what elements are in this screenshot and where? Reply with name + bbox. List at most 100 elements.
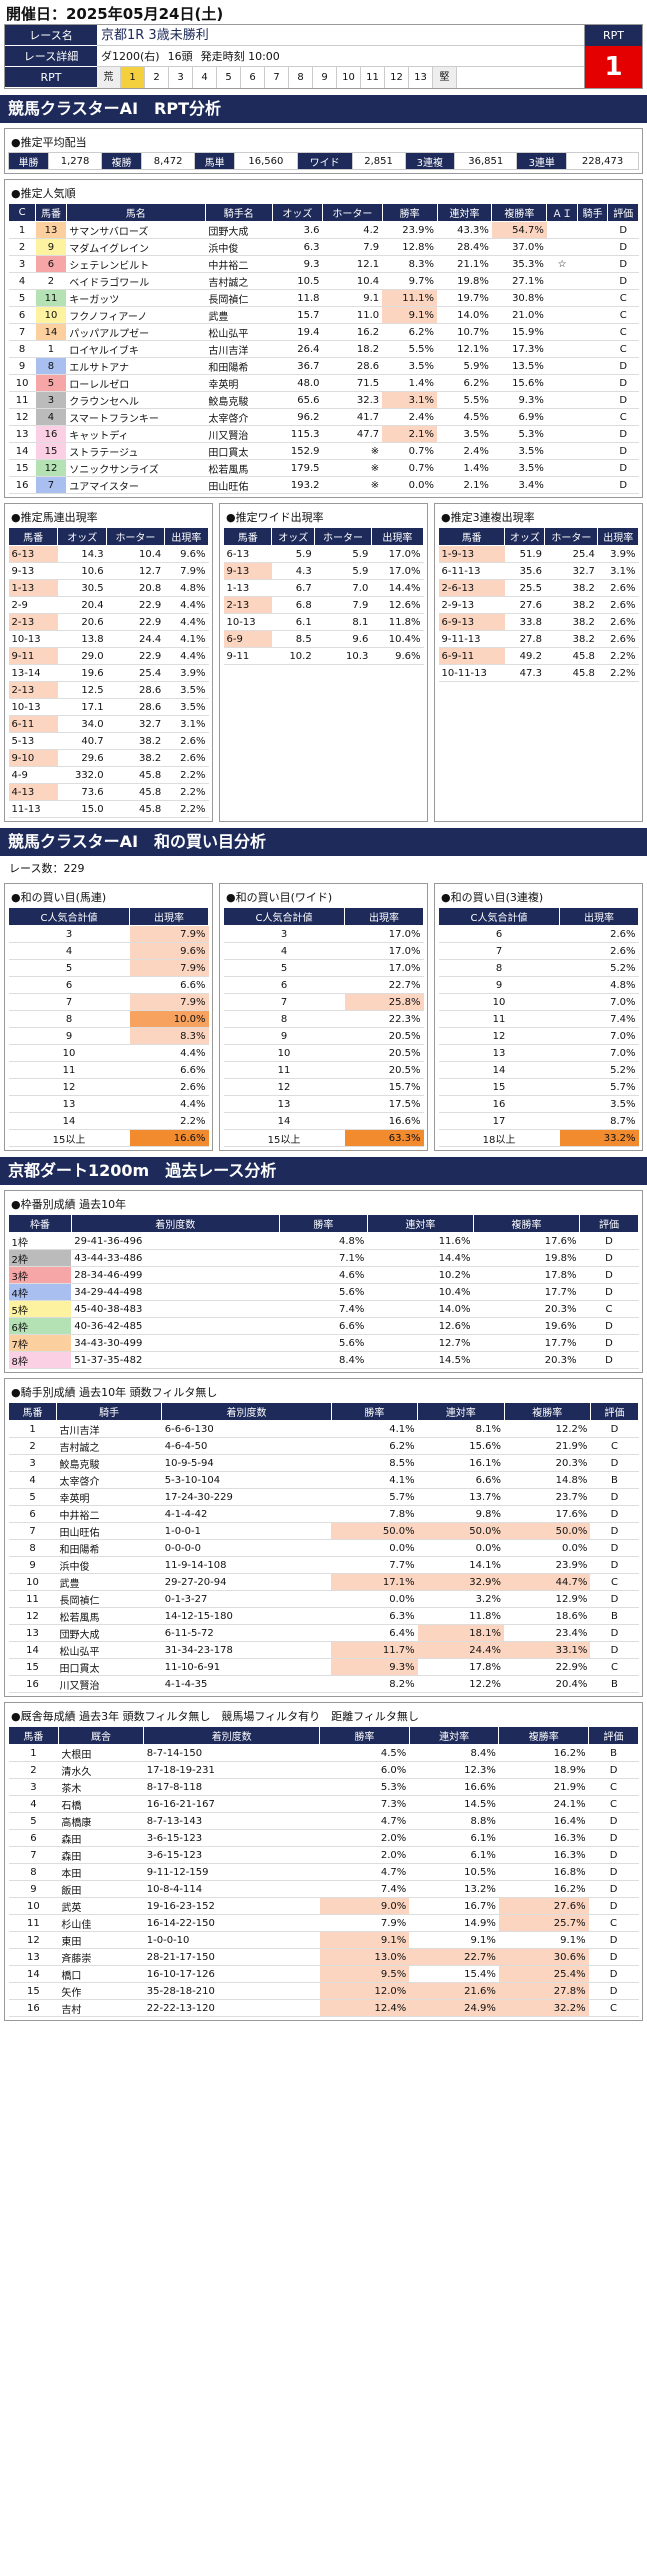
table-row: 9 飯田 10-8-4-114 7.4% 13.2% 16.2% D [8,1880,639,1898]
table-cell: 4.6% [279,1266,368,1284]
table-cell: 7.9% [164,562,209,580]
table-cell: 2.2% [164,800,209,818]
table-cell: D [607,357,639,375]
table-cell: 太宰啓介 [56,1471,162,1489]
rpt-box-label: RPT [585,25,642,46]
table-cell: 7 [8,323,36,341]
appearance-rate: 7.9% [129,993,209,1011]
table-cell: 3.5% [437,425,492,443]
table-cell: D [590,1556,639,1574]
table-cell: 179.5 [272,459,323,477]
table-cell: 14.8% [504,1471,591,1489]
table-cell: 15.7 [272,306,323,324]
column-header: 連対率 [366,1214,474,1233]
table-cell: D [579,1351,639,1369]
table-cell: 17.6% [473,1232,580,1250]
table-cell: 28-21-17-150 [143,1948,320,1966]
table-cell: 37.0% [491,238,547,256]
table-row: 9 8 エルサトアナ 和田陽希 36.7 28.6 3.5% 5.9% 13.5% D [8,357,639,375]
table-cell: 33.8 [504,613,545,631]
table-cell: D [588,1965,639,1983]
table-row: 9-13 4.3 5.9 17.0% [223,562,424,580]
sum-value: 9 [8,1027,130,1045]
column-header: 馬名 [65,203,206,222]
table-cell: 16.4% [498,1812,589,1830]
table-cell: 3.4% [491,476,547,494]
table-cell: 幸英明 [205,374,273,392]
table-cell: 10-11-13 [438,664,505,682]
race-date: 開催日：2025年05月24日(土) [6,5,224,23]
table-cell: 1 [8,221,36,239]
rpt-cell: 2 [145,67,169,88]
table-cell: 14 [8,442,36,460]
table-cell: 6 [8,1505,57,1523]
table-cell: 3.9% [164,664,209,682]
table-cell: パッパアルプゼー [66,323,206,341]
table-cell: 14.3 [57,545,107,563]
table-cell: 96.2 [272,408,323,426]
table-cell: 13 [8,1948,59,1966]
table-row: 2-6-13 25.5 38.2 2.6% [438,579,639,597]
table-cell: 54.7% [491,221,547,239]
table-cell: 1-0-0-10 [143,1931,320,1949]
table-cell: 中井裕二 [56,1505,162,1523]
stable-box: ●厩舎毎成績 過去3年 頭数フィルタ無し 競馬場フィルタ有り 距離フィルタ無し … [4,1702,643,2021]
column-header: 厩舎 [57,1726,145,1745]
table-row: 2-9-13 27.6 38.2 2.6% [438,596,639,614]
appearance-rate: 20.5% [344,1027,424,1045]
table-cell: 28.6 [322,357,383,375]
table-cell: 2.2% [597,664,639,682]
table-cell: 6-13 [8,545,58,563]
avg-payout-row: 単勝 1,278 複勝 8,472 馬単 16,560 ワイド 2,851 3連複 36,851 3… [7,152,639,170]
table-cell: 4-1-4-42 [161,1505,332,1523]
table-cell: D [590,1505,639,1523]
header-row: 馬番 騎手 着別度数 勝率 連対率 複勝率 評価 [7,1402,640,1421]
appearance-rate: 17.0% [344,925,424,943]
table-cell: 7.1% [279,1249,368,1267]
table-cell: 22.9 [106,613,165,631]
table-cell: 6.3% [331,1607,418,1625]
table-cell: C [588,1999,639,2017]
appearance-rate: 22.7% [344,976,424,994]
table-cell: 51-37-35-482 [71,1351,280,1369]
table-row: 6-9-11 49.2 45.8 2.2% [438,647,639,665]
table-cell: 0.0% [331,1590,418,1608]
table-cell [577,323,608,341]
table-cell [546,272,578,290]
sum-value: 8 [438,959,560,977]
table-cell: 7.8% [331,1505,418,1523]
table-cell: 27.8% [498,1982,589,2000]
jockey-box: ●騎手別成績 過去10年 頭数フィルタ無し 馬番 騎手 着別度数 勝率 連対率 複勝率 評価… [4,1378,643,1697]
table-row: 15以上 63.3% [223,1129,424,1147]
column-header: ＡＩ [546,203,578,222]
table-cell: 2.2% [164,766,209,784]
table-cell: 6.7 [271,579,315,597]
table-row: 4 石橋 16-16-21-167 7.3% 14.5% 24.1% C [8,1795,639,1813]
table-cell: 田口貫太 [56,1658,162,1676]
table-cell: 41.7 [322,408,383,426]
wa-wide-title: ●和の買い目(ワイド) [226,891,333,904]
table-cell: 8 [8,340,36,358]
table-cell: 3 [8,1778,59,1796]
table-cell: 5.5% [437,391,492,409]
table-cell: マダムイグレイン [66,238,206,256]
table-cell: 3.5% [491,459,547,477]
header-row: C人気合計値 出現率 [222,907,424,926]
sum-value: 11 [438,1010,560,1028]
table-cell: 9.6% [164,545,209,563]
table-row: 15 5.7% [438,1078,639,1096]
table-cell: 5 [8,1488,57,1506]
table-row: 8 和田陽希 0-0-0-0 0.0% 0.0% 0.0% D [8,1539,639,1557]
table-cell: D [607,391,639,409]
table-cell: 3.5% [382,357,438,375]
table-cell [546,476,578,494]
table-row: 10-13 13.8 24.4 4.1% [8,630,209,648]
table-cell: D [588,1982,639,2000]
table-cell: 45.8 [544,647,598,665]
table-cell: 武豊 [205,306,273,324]
column-header: 複勝率 [503,1402,591,1421]
table-cell: 4 [8,1471,57,1489]
table-row: 8 22.3% [223,1010,424,1028]
table-cell: 団野大成 [56,1624,162,1642]
